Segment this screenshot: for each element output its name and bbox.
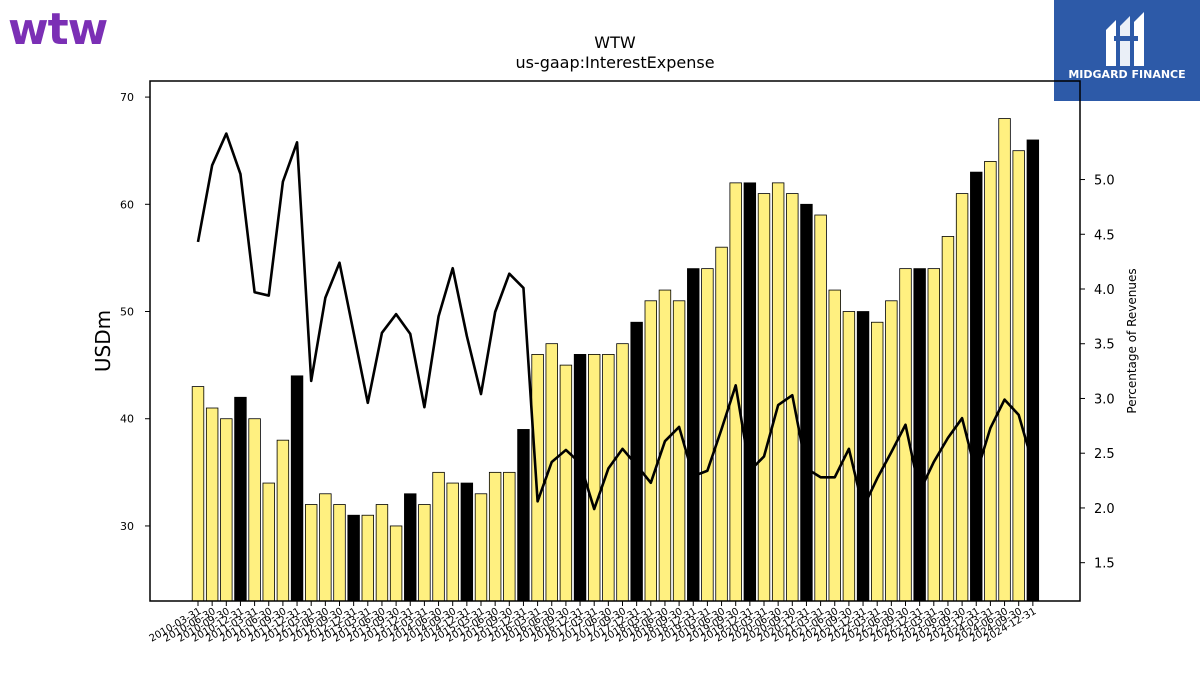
y-tick-label: 70 xyxy=(120,91,134,104)
bar xyxy=(474,493,488,602)
bar xyxy=(375,504,389,602)
y-tick-label: 40 xyxy=(120,413,134,426)
y-tick-label: 50 xyxy=(120,306,134,319)
badge-label: MIDGARD FINANCE xyxy=(1068,68,1186,81)
bar xyxy=(672,300,686,602)
revenue-pct-line xyxy=(196,132,1035,511)
bar xyxy=(998,118,1011,602)
bar xyxy=(658,289,672,602)
bar xyxy=(319,493,332,602)
x-axis: 2010-03-312010-06-302010-09-302010-12-31… xyxy=(148,601,1038,645)
bar xyxy=(248,418,261,602)
bar xyxy=(389,525,403,602)
chart-subtitle: us-gaap:InterestExpense xyxy=(515,53,714,72)
bar xyxy=(432,471,445,602)
bar xyxy=(984,161,997,602)
bar xyxy=(559,364,573,602)
bar xyxy=(191,386,205,602)
line-series xyxy=(196,132,1035,511)
bar xyxy=(644,300,658,602)
bar xyxy=(460,482,474,602)
y2-tick-label: 5.0 xyxy=(1094,174,1115,189)
badge-mark-icon xyxy=(1106,12,1144,66)
bar xyxy=(757,193,771,602)
bar xyxy=(276,439,290,602)
bar xyxy=(743,182,757,602)
bar xyxy=(503,471,516,602)
bar xyxy=(290,375,304,602)
bar xyxy=(687,268,700,602)
y-tick-label: 60 xyxy=(120,198,134,211)
bar xyxy=(446,482,459,602)
bar xyxy=(262,482,275,602)
bar xyxy=(856,311,870,602)
bar xyxy=(970,171,983,602)
bar xyxy=(616,343,629,602)
y2-tick-label: 1.5 xyxy=(1094,557,1115,572)
y2-tick-label: 3.5 xyxy=(1094,338,1115,353)
bar xyxy=(1012,150,1025,602)
bar xyxy=(333,504,346,602)
bar xyxy=(205,407,219,602)
bar xyxy=(955,193,969,602)
y-axis-right: 1.5 2.0 2.5 3.0 3.5 4.0 4.5 5.0 xyxy=(1080,174,1115,572)
bar xyxy=(1026,139,1040,602)
y2-tick-label: 3.0 xyxy=(1094,392,1115,407)
bar xyxy=(927,268,941,602)
bar xyxy=(361,514,375,602)
bar xyxy=(517,429,530,602)
bar xyxy=(771,182,785,602)
bar xyxy=(404,493,417,602)
bar xyxy=(531,353,544,602)
bar-series xyxy=(191,118,1040,602)
bar xyxy=(701,268,714,602)
bar xyxy=(828,289,841,602)
bar xyxy=(418,504,431,602)
bar xyxy=(941,236,955,602)
y2-tick-label: 4.5 xyxy=(1094,228,1115,243)
chart-title: WTW xyxy=(594,33,636,52)
bar xyxy=(220,418,233,602)
y-axis-left: 30 40 50 60 70 xyxy=(120,91,150,533)
plot-frame xyxy=(149,80,1081,602)
bar xyxy=(234,396,247,602)
bar xyxy=(488,471,502,602)
y2-tick-label: 2.0 xyxy=(1094,502,1115,517)
bar xyxy=(347,514,360,602)
bar xyxy=(304,504,318,602)
bar xyxy=(913,268,926,602)
bar xyxy=(800,203,813,602)
bar xyxy=(715,246,728,602)
y-tick-label: 30 xyxy=(120,520,134,533)
y2-tick-label: 2.5 xyxy=(1094,447,1115,462)
bar xyxy=(588,353,601,602)
y2-axis-label: Percentage of Revenues xyxy=(1125,268,1139,413)
y2-tick-label: 4.0 xyxy=(1094,283,1115,298)
brand-logo: wtw xyxy=(8,4,108,55)
y-axis-label: USDm xyxy=(91,310,115,372)
bar xyxy=(871,321,884,602)
badge-logo: MIDGARD FINANCE xyxy=(1054,0,1200,101)
bar xyxy=(814,214,827,602)
